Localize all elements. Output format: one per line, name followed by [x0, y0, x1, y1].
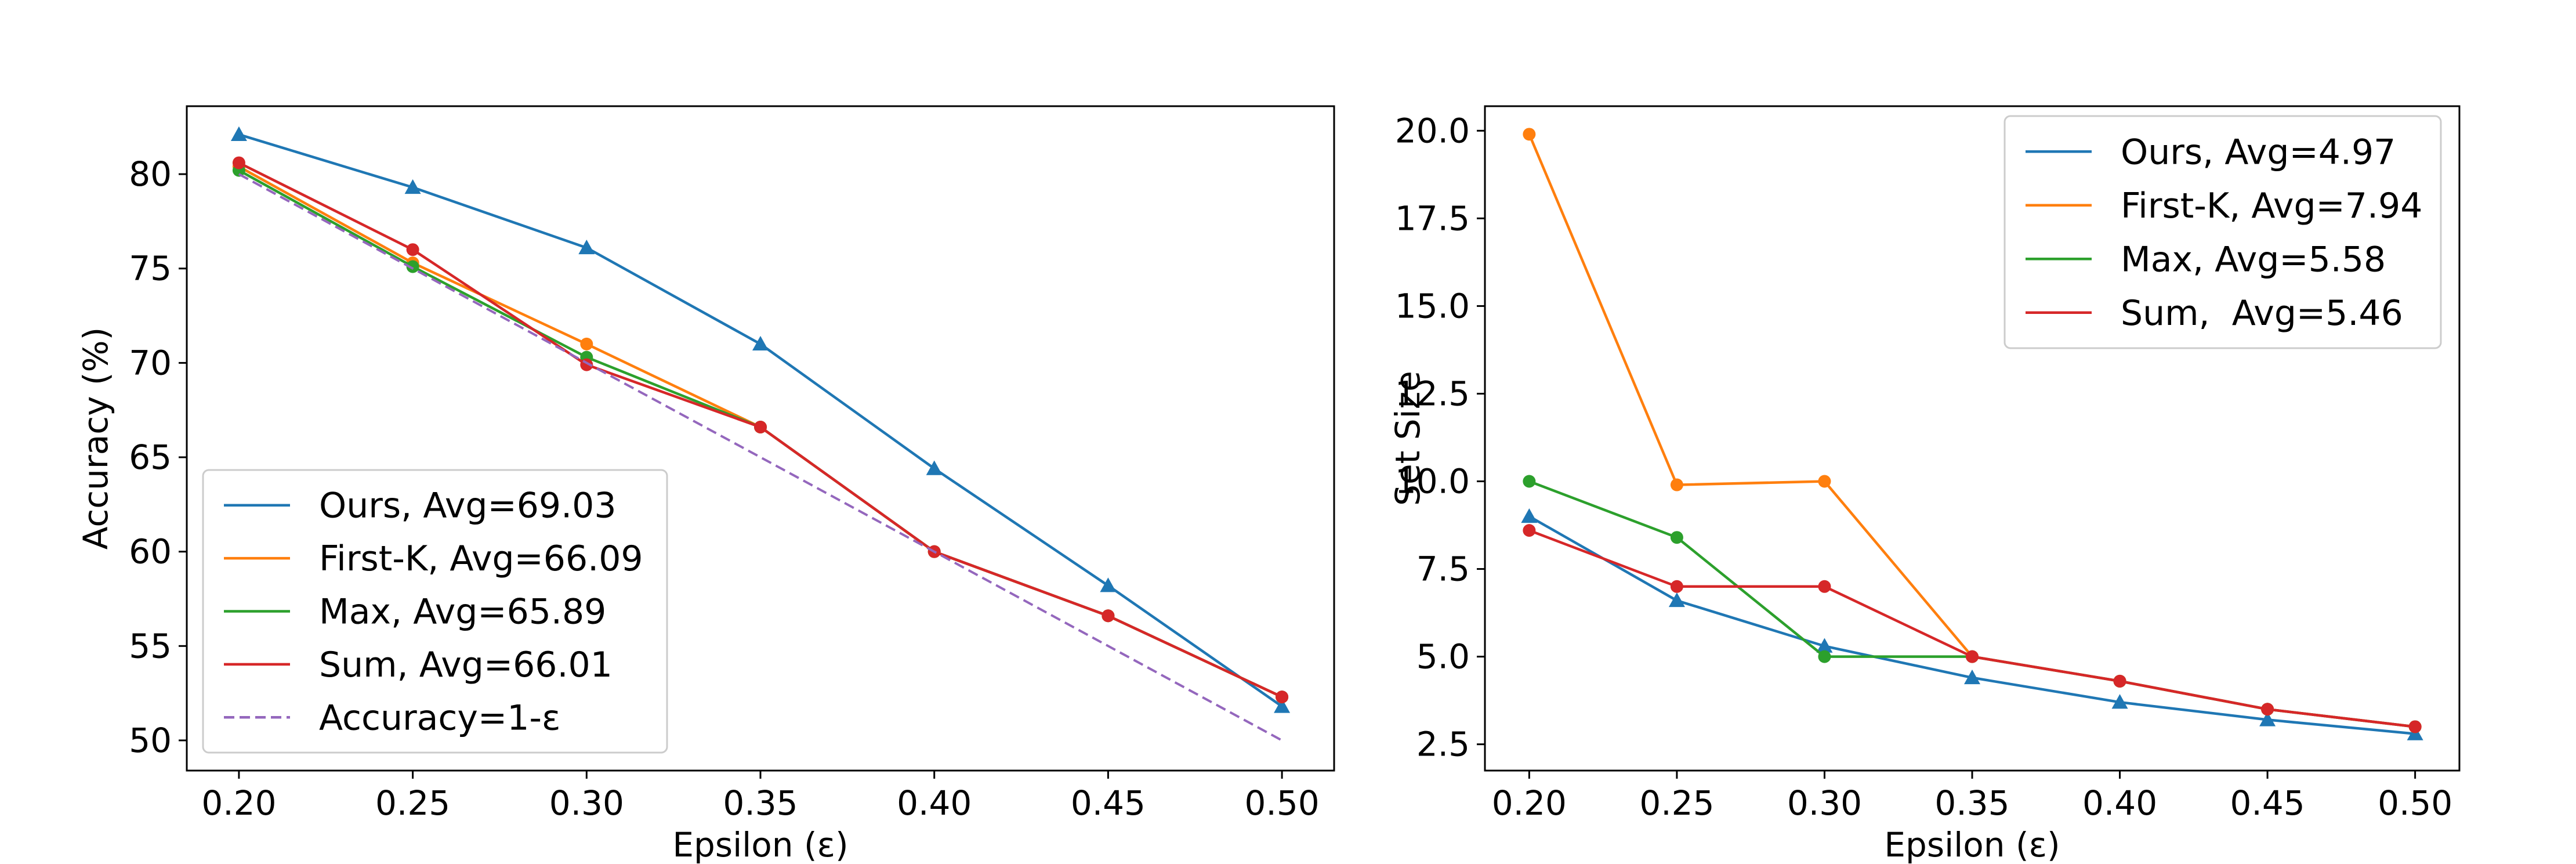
y-tick-label: 50 [129, 721, 172, 760]
series-2 [1523, 475, 2422, 733]
data-point [230, 126, 247, 141]
legend-entry: Max, Avg=65.89 [319, 592, 606, 632]
data-point [2113, 674, 2126, 688]
series-line [1528, 480, 2415, 728]
x-tick-label: 0.20 [201, 783, 276, 823]
series-line [1528, 515, 2415, 735]
data-point [232, 156, 245, 169]
x-tick-label: 0.50 [1245, 783, 1320, 823]
data-point [1670, 580, 1683, 593]
plot-frame [186, 105, 1335, 772]
legend-entry: Ours, Avg=4.97 [2121, 132, 2396, 172]
y-axis-label: Accuracy (%) [76, 327, 115, 550]
data-point [1102, 609, 1115, 623]
data-point [404, 179, 421, 194]
data-point [1816, 638, 1833, 653]
data-point [1670, 478, 1683, 491]
x-tick-label: 0.50 [2378, 783, 2452, 823]
series-line [238, 173, 1283, 742]
data-point [2111, 694, 2128, 709]
y-tick-label: 15.0 [1395, 286, 1470, 326]
legend: Ours, Avg=69.03 First-K, Avg=66.09 Max, Av… [202, 469, 668, 754]
data-point [1274, 698, 1291, 713]
data-point [754, 420, 767, 433]
data-point [926, 460, 943, 475]
x-axis-label: Epsilon (ε) [672, 825, 848, 864]
data-point [1668, 592, 1685, 608]
y-tick-label: 65 [129, 438, 172, 477]
series-0 [1521, 508, 2423, 740]
data-point [1523, 128, 1536, 141]
legend-box [202, 469, 668, 754]
y-tick-label: 7.5 [1416, 550, 1470, 589]
y-axis-label: Set Size [1388, 371, 1428, 506]
data-point [406, 260, 419, 273]
data-point [1818, 475, 1831, 488]
data-point [578, 239, 595, 255]
y-tick-label: 20.0 [1395, 111, 1470, 150]
data-point [1966, 650, 1979, 663]
x-tick-label: 0.40 [2082, 783, 2157, 823]
y-tick-label: 10.0 [1395, 462, 1470, 501]
data-point [1523, 475, 1536, 488]
series-0 [230, 126, 1291, 713]
legend-entry: Sum, Avg=5.46 [2121, 293, 2403, 334]
legend-entry: First-K, Avg=7.94 [2121, 186, 2422, 226]
plot-frame [1484, 105, 2461, 772]
y-tick-label: 55 [129, 626, 172, 666]
x-tick-label: 0.35 [723, 783, 798, 823]
x-tick-label: 0.40 [897, 783, 972, 823]
x-tick-label: 0.25 [375, 783, 450, 823]
data-point [406, 243, 419, 256]
data-point [752, 335, 769, 351]
data-point [1670, 531, 1683, 544]
legend-entry: Sum, Avg=66.01 [319, 645, 613, 685]
x-tick-label: 0.35 [1934, 783, 2009, 823]
data-point [580, 337, 593, 350]
data-point [1818, 580, 1831, 593]
data-point [2408, 720, 2422, 733]
accuracy-chart: 0.20 0.25 0.30 0.35 0.40 0.45 0.50 50 55 60 65 70 75… [76, 105, 1335, 864]
data-point [1276, 691, 1289, 704]
data-point [2261, 703, 2274, 716]
x-tick-label: 0.20 [1492, 783, 1567, 823]
x-axis-label: Epsilon (ε) [1884, 825, 2060, 864]
series-4 [238, 173, 1283, 742]
set-size-chart: 0.20 0.25 0.30 0.35 0.40 0.45 0.50 2.5 5.0 7.5 10.… [1388, 105, 2461, 864]
y-tick-label: 70 [129, 343, 172, 382]
x-tick-label: 0.30 [1787, 783, 1862, 823]
y-tick-label: 80 [129, 154, 172, 194]
data-point [1100, 577, 1117, 592]
legend: Ours, Avg=4.97 First-K, Avg=7.94 Max, Avg=… [2003, 115, 2442, 349]
y-tick-label: 17.5 [1395, 198, 1470, 238]
x-tick-label: 0.25 [1639, 783, 1714, 823]
y-tick-label: 12.5 [1395, 374, 1470, 413]
x-tick-label: 0.45 [2230, 783, 2305, 823]
data-point [1521, 508, 1538, 523]
series-line [1528, 529, 2415, 728]
y-tick-label: 5.0 [1416, 637, 1470, 677]
x-tick-label: 0.30 [549, 783, 624, 823]
x-tick-label: 0.45 [1071, 783, 1146, 823]
legend-entry: Accuracy=1-ε [319, 697, 560, 738]
data-point [2259, 711, 2276, 726]
legend-entry: Max, Avg=5.58 [2121, 239, 2386, 280]
data-point [1964, 669, 1980, 685]
series-3 [1523, 524, 2422, 733]
data-point [1818, 650, 1831, 663]
legend-entry: Ours, Avg=69.03 [319, 486, 617, 526]
y-tick-label: 60 [129, 532, 172, 572]
data-point [1523, 524, 1536, 537]
y-tick-label: 75 [129, 249, 172, 288]
legend-entry: First-K, Avg=66.09 [319, 538, 643, 579]
y-tick-label: 2.5 [1416, 725, 1470, 764]
legend-box [2003, 115, 2442, 349]
